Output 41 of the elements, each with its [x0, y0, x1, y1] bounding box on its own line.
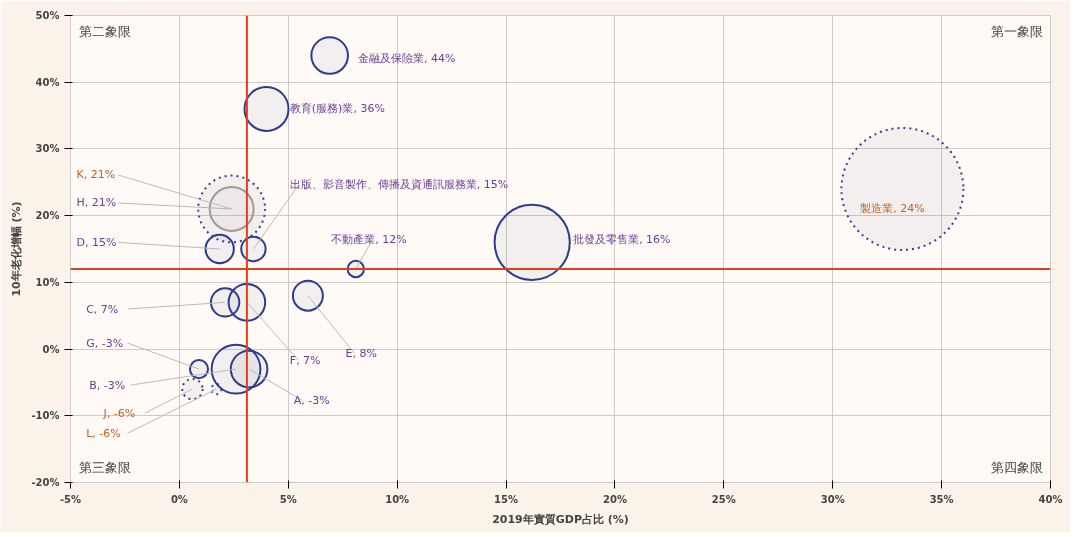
x-tick-label: 5% [279, 493, 297, 505]
data-label: B, -3% [89, 378, 126, 392]
data-label: F, 7% [289, 353, 321, 367]
x-tick-label: 0% [170, 493, 188, 505]
y-axis-title: 10年老化增幅 (%) [10, 201, 24, 297]
annotation: 第四象限 [990, 459, 1043, 475]
data-label: 出版、影音製作、傳播及資通訊服務業, 15% [289, 178, 509, 192]
x-tick-label: 20% [602, 493, 627, 505]
data-label: 教育(服務)業, 36% [289, 102, 385, 116]
data-label: C, 7% [86, 302, 119, 316]
y-tick-label: 50% [35, 10, 60, 21]
data-label: L, -6% [86, 426, 121, 440]
data-label: K, 21% [76, 168, 116, 182]
y-tick-label: -20% [31, 477, 60, 488]
x-tick-label: 40% [1038, 493, 1063, 505]
data-label: E, 8% [345, 346, 377, 360]
data-label: 製造業, 24% [860, 202, 925, 216]
x-tick-label: 25% [711, 493, 736, 505]
x-tick-label: 30% [820, 493, 845, 505]
x-tick-label: 15% [494, 493, 519, 505]
annotation: 第二象限 [78, 23, 131, 39]
x-tick-label: 35% [929, 493, 954, 505]
y-tick-label: 10% [35, 276, 60, 288]
x-tick-label: 10% [385, 493, 410, 505]
data-label: D, 15% [76, 235, 117, 249]
data-label: A, -3% [293, 393, 330, 407]
data-label: 批發及零售業, 16% [573, 233, 671, 247]
data-label: H, 21% [76, 196, 117, 210]
data-label: G, -3% [86, 336, 124, 350]
data-label: J, -6% [102, 406, 136, 420]
x-tick-label: -5% [59, 493, 82, 505]
annotation: 第三象限 [78, 459, 131, 475]
y-tick-label: 40% [35, 76, 60, 88]
y-tick-label: 30% [35, 143, 60, 155]
data-label: 不動產業, 12% [331, 233, 407, 247]
annotation: 第一象限 [990, 23, 1043, 39]
data-label: 金融及保險業, 44% [357, 51, 456, 65]
y-tick-label: 20% [35, 210, 60, 222]
y-tick-label: -10% [31, 410, 60, 422]
x-axis-title: 2019年實質GDP占比 (%) [492, 512, 629, 526]
y-tick-label: 0% [42, 343, 60, 355]
